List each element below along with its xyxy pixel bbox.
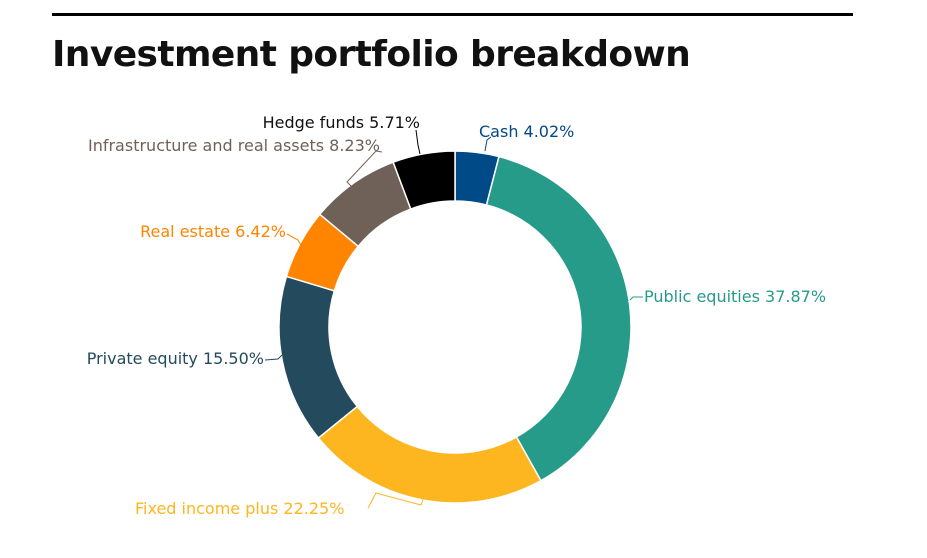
leader-line-infrastructure-and-real-assets bbox=[346, 150, 383, 191]
top-rule bbox=[52, 13, 853, 16]
slice-private-equity bbox=[278, 275, 359, 440]
slice-fixed-income-plus bbox=[317, 405, 542, 504]
leader-line-hedge-funds bbox=[415, 129, 421, 155]
leader-line-private-equity bbox=[264, 354, 283, 361]
data-label-real-estate: Real estate 6.42% bbox=[140, 222, 286, 241]
chart-title: Investment portfolio breakdown bbox=[52, 34, 691, 75]
leader-line-real-estate bbox=[286, 233, 302, 246]
data-label-hedge-funds: Hedge funds 5.71% bbox=[263, 113, 420, 132]
data-label-private-equity: Private equity 15.50% bbox=[87, 349, 264, 368]
slice-public-equities bbox=[485, 155, 632, 482]
leader-line-cash bbox=[484, 136, 492, 152]
leader-line-public-equities bbox=[629, 296, 643, 301]
data-label-fixed-income-plus: Fixed income plus 22.25% bbox=[135, 499, 344, 518]
leader-line-fixed-income-plus bbox=[367, 492, 425, 509]
data-label-infrastructure-and-real-assets: Infrastructure and real assets 8.23% bbox=[88, 136, 380, 155]
data-label-public-equities: Public equities 37.87% bbox=[644, 287, 826, 306]
slice-hedge-funds bbox=[392, 150, 456, 210]
data-label-cash: Cash 4.02% bbox=[479, 122, 574, 141]
